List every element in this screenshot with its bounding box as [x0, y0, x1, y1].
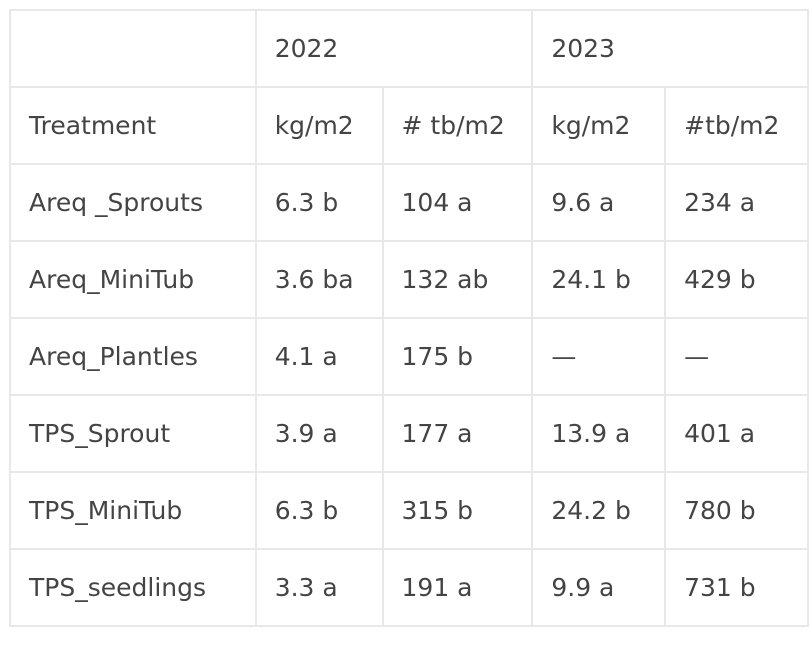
treatment-cell: Areq_Plantles	[9, 317, 257, 396]
value-cell: 9.9 a	[531, 548, 667, 627]
value-cell: 13.9 a	[531, 394, 667, 473]
empty-header-cell	[9, 9, 257, 88]
value-cell: 191 a	[381, 548, 534, 627]
year-header-row: 2022 2023	[9, 9, 809, 88]
treatment-cell: Areq_MiniTub	[9, 240, 257, 319]
table-row: Areq_MiniTub 3.6 ba 132 ab 24.1 b 429 b	[9, 240, 809, 319]
value-cell: 315 b	[381, 471, 534, 550]
year-2023-header: 2023	[531, 9, 809, 88]
value-cell: 132 ab	[381, 240, 534, 319]
table-row: TPS_Sprout 3.9 a 177 a 13.9 a 401 a	[9, 394, 809, 473]
treatment-cell: Areq _Sprouts	[9, 163, 257, 242]
value-cell: 3.3 a	[254, 548, 384, 627]
value-cell: 6.3 b	[254, 471, 384, 550]
table-row: TPS_MiniTub 6.3 b 315 b 24.2 b 780 b	[9, 471, 809, 550]
treatment-cell: TPS_MiniTub	[9, 471, 257, 550]
treatment-cell: TPS_Sprout	[9, 394, 257, 473]
column-header: kg/m2	[531, 86, 667, 165]
column-header: # tb/m2	[381, 86, 534, 165]
value-cell: 24.1 b	[531, 240, 667, 319]
value-cell: —	[664, 317, 809, 396]
column-header-row: Treatment kg/m2 # tb/m2 kg/m2 #tb/m2	[9, 86, 809, 165]
value-cell: —	[531, 317, 667, 396]
value-cell: 429 b	[664, 240, 809, 319]
table-row: TPS_seedlings 3.3 a 191 a 9.9 a 731 b	[9, 548, 809, 627]
value-cell: 9.6 a	[531, 163, 667, 242]
table-row: Areq_Plantles 4.1 a 175 b — —	[9, 317, 809, 396]
value-cell: 104 a	[381, 163, 534, 242]
table-row: Areq _Sprouts 6.3 b 104 a 9.6 a 234 a	[9, 163, 809, 242]
column-header: #tb/m2	[664, 86, 809, 165]
column-header: kg/m2	[254, 86, 384, 165]
value-cell: 401 a	[664, 394, 809, 473]
year-2022-header: 2022	[254, 9, 534, 88]
value-cell: 175 b	[381, 317, 534, 396]
value-cell: 731 b	[664, 548, 809, 627]
results-table: 2022 2023 Treatment kg/m2 # tb/m2 kg/m2 …	[9, 9, 809, 627]
value-cell: 6.3 b	[254, 163, 384, 242]
treatment-cell: TPS_seedlings	[9, 548, 257, 627]
value-cell: 234 a	[664, 163, 809, 242]
value-cell: 24.2 b	[531, 471, 667, 550]
value-cell: 177 a	[381, 394, 534, 473]
value-cell: 3.9 a	[254, 394, 384, 473]
value-cell: 4.1 a	[254, 317, 384, 396]
column-header: Treatment	[9, 86, 257, 165]
value-cell: 780 b	[664, 471, 809, 550]
value-cell: 3.6 ba	[254, 240, 384, 319]
